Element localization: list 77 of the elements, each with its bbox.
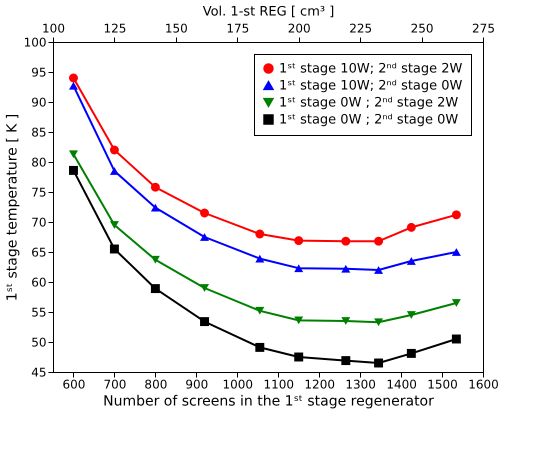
point bbox=[110, 167, 119, 175]
point bbox=[341, 236, 350, 246]
point bbox=[374, 236, 384, 246]
point bbox=[200, 284, 209, 292]
point bbox=[452, 210, 461, 220]
x2-tick-label: 250 bbox=[410, 22, 434, 36]
point bbox=[452, 334, 461, 344]
y-tick-label: 100 bbox=[24, 36, 46, 50]
point bbox=[110, 146, 119, 154]
point bbox=[150, 182, 160, 192]
x2-tick-label: 275 bbox=[472, 22, 495, 36]
point bbox=[406, 311, 416, 319]
legend-label: 1ˢᵗ stage 10W; 2ⁿᵈ stage 0W bbox=[279, 78, 463, 94]
point bbox=[374, 266, 384, 274]
x-tick-label: 1100 bbox=[263, 378, 294, 392]
point bbox=[406, 222, 416, 232]
y-tick-label: 60 bbox=[31, 276, 46, 290]
point bbox=[341, 356, 350, 366]
y-tick-label: 70 bbox=[31, 216, 46, 230]
point bbox=[150, 284, 160, 294]
point bbox=[255, 342, 264, 352]
point bbox=[341, 264, 350, 273]
x-axis-title: Number of screens in the 1ˢᵗ stage regenerator bbox=[103, 394, 434, 410]
point bbox=[200, 208, 209, 218]
y-tick-label: 75 bbox=[31, 186, 46, 200]
x2-tick-label: 225 bbox=[349, 22, 372, 36]
point bbox=[69, 74, 78, 82]
x-tick-label: 1600 bbox=[468, 378, 499, 392]
point bbox=[200, 233, 209, 241]
y-tick-label: 55 bbox=[31, 306, 46, 320]
point bbox=[452, 299, 461, 307]
point bbox=[406, 257, 416, 265]
y-tick-label: 80 bbox=[31, 156, 46, 170]
x-tick-label: 900 bbox=[185, 378, 208, 392]
point bbox=[255, 230, 264, 238]
x-tick-label: 1400 bbox=[386, 378, 417, 392]
point bbox=[374, 358, 384, 368]
point bbox=[110, 221, 119, 229]
y-tick-label: 90 bbox=[31, 96, 46, 110]
point bbox=[406, 348, 416, 358]
point bbox=[294, 236, 304, 246]
x-tick-label: 1200 bbox=[304, 378, 335, 392]
legend-label: 1ˢᵗ stage 0W ; 2ⁿᵈ stage 0W bbox=[279, 112, 458, 128]
x-tick-label: 1300 bbox=[345, 378, 376, 392]
x2-tick-label: 175 bbox=[226, 22, 250, 36]
point bbox=[150, 204, 160, 212]
x2-tick-label: 150 bbox=[164, 22, 188, 36]
y-tick-label: 95 bbox=[31, 66, 46, 80]
point bbox=[294, 352, 304, 362]
point bbox=[374, 318, 384, 326]
y-tick-label: 50 bbox=[31, 336, 46, 350]
point bbox=[452, 248, 461, 256]
y-tick-label: 65 bbox=[31, 246, 46, 260]
x-tick-label: 800 bbox=[144, 378, 168, 392]
point bbox=[110, 244, 119, 254]
x-tick-label: 1000 bbox=[222, 378, 254, 392]
x-tick-label: 600 bbox=[62, 378, 86, 392]
point bbox=[294, 264, 304, 272]
x2-tick-label: 125 bbox=[103, 22, 126, 36]
point bbox=[255, 306, 264, 315]
legend-label: 1ˢᵗ stage 0W ; 2ⁿᵈ stage 2W bbox=[279, 96, 458, 110]
point bbox=[341, 317, 350, 325]
legend-label: 1ˢᵗ stage 10W; 2ⁿᵈ stage 2W bbox=[279, 62, 463, 76]
x2-tick-label: 100 bbox=[42, 22, 65, 36]
point bbox=[69, 82, 78, 90]
point bbox=[200, 317, 209, 326]
y-tick-label: 45 bbox=[31, 366, 46, 380]
x2-axis-title: Vol. 1-st REG [ cm³ ] bbox=[202, 4, 334, 20]
point bbox=[255, 254, 264, 262]
x-tick-label: 1500 bbox=[427, 378, 458, 392]
y-axis-title: 1ˢᵗ stage temperature [ K ] bbox=[4, 114, 21, 302]
point bbox=[69, 166, 78, 175]
x-tick-label: 700 bbox=[103, 378, 126, 392]
y-tick-label: 85 bbox=[31, 126, 46, 140]
x2-tick-label: 200 bbox=[288, 22, 311, 36]
point bbox=[294, 316, 304, 324]
point bbox=[69, 150, 78, 158]
